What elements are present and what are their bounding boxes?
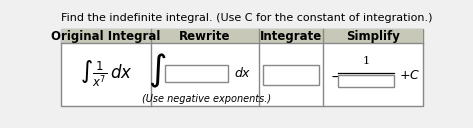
Bar (61, 29, 423, 106)
Text: (Use negative exponents.): (Use negative exponents.) (142, 94, 271, 104)
Bar (338, 75, 394, 87)
Text: Rewrite: Rewrite (179, 30, 230, 43)
Text: $\int$: $\int$ (149, 52, 167, 90)
Text: Find the indefinite integral. (Use C for the constant of integration.): Find the indefinite integral. (Use C for… (61, 13, 433, 23)
Text: $-$: $-$ (330, 68, 342, 82)
Text: 1: 1 (362, 56, 369, 66)
Text: $dx$: $dx$ (234, 66, 252, 80)
Text: Simplify: Simplify (346, 30, 400, 43)
Text: Original Integral: Original Integral (52, 30, 161, 43)
Bar (165, 65, 228, 82)
Bar (263, 65, 319, 85)
Bar (61, 29, 423, 43)
Text: Integrate: Integrate (260, 30, 322, 43)
Text: $\int \frac{1}{x^7}\,dx$: $\int \frac{1}{x^7}\,dx$ (80, 58, 132, 89)
Text: $+ C$: $+ C$ (399, 69, 420, 82)
